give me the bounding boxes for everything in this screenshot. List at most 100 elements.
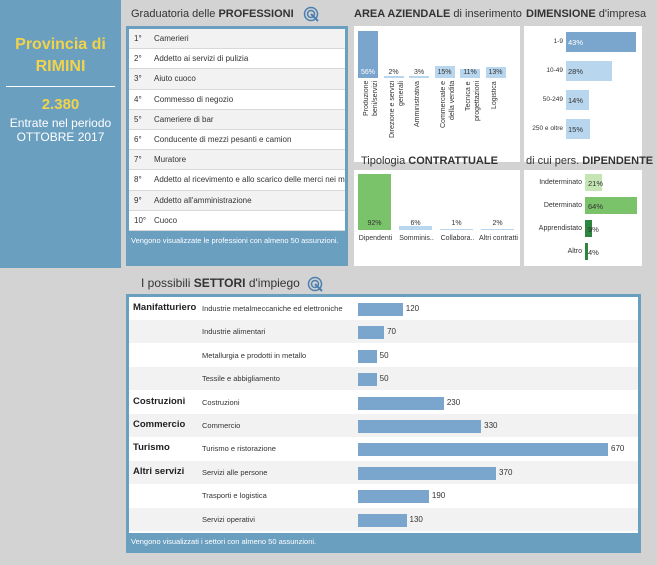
contract-title-prefix: Tipologia	[361, 155, 409, 167]
employee-bar-label: Indeterminato	[539, 179, 582, 186]
sectors-title-bold: SETTORI	[193, 276, 246, 291]
employee-title-prefix: di cui pers.	[526, 155, 583, 167]
sector-label: Industrie metalmeccaniche ed elettronich…	[202, 304, 343, 313]
profession-row[interactable]: 7° Muratore	[129, 150, 345, 171]
dimension-bar-value: 14%	[568, 96, 584, 105]
contract-bar[interactable]	[481, 228, 514, 230]
sector-row[interactable]: Manifatturiero Industrie metalmeccaniche …	[129, 297, 638, 320]
dimension-bar-label: 1-9	[553, 38, 563, 45]
sector-bar[interactable]	[358, 303, 403, 316]
employee-bar-label: Apprendistato	[538, 225, 582, 232]
sector-bar[interactable]	[358, 373, 377, 387]
area-bar-value: 13%	[488, 69, 503, 76]
profession-rank: 5°	[134, 114, 142, 124]
sector-bar[interactable]	[358, 513, 407, 527]
province-label: Provincia di	[15, 36, 106, 53]
sector-bar[interactable]	[358, 420, 482, 433]
sector-value: 130	[409, 514, 423, 524]
employee-chart: Indeterminato 21% Determinato 64% Apprendist…	[524, 170, 642, 266]
profession-row[interactable]: 2° Addetto ai servizi di pulizia	[129, 49, 345, 70]
profession-row[interactable]: 1° Camerieri	[129, 29, 345, 50]
area-title-rest: di inserimento	[450, 8, 522, 20]
contract-bar[interactable]	[399, 226, 432, 230]
area-bar[interactable]	[460, 68, 480, 78]
profession-label: Cameriere di bar	[154, 114, 214, 124]
employee-bar-label: Altro	[567, 248, 582, 255]
dimension-bar[interactable]	[566, 119, 591, 139]
sector-label: Tessile e abbigliamento	[202, 374, 280, 384]
sector-row[interactable]: Tessile e abbigliamento 50	[129, 367, 638, 391]
dimension-bar-value: 15%	[568, 125, 584, 134]
profession-row[interactable]: 6° Conducente di mezzi pesanti e camion	[129, 130, 345, 151]
sector-row[interactable]: Industrie alimentari 70	[129, 320, 638, 344]
sector-row[interactable]: Costruzioni Costruzioni 230	[129, 391, 638, 414]
target-click-icon[interactable]	[303, 6, 319, 22]
area-bar[interactable]	[485, 67, 506, 78]
dimension-bar[interactable]	[566, 61, 612, 81]
sector-bar[interactable]	[358, 490, 429, 504]
sectors-title: I possibili SETTORI d'impiego	[141, 276, 323, 292]
profession-row[interactable]: 8° Addetto al ricevimento e allo scarico …	[129, 170, 345, 191]
sector-value: 120	[405, 304, 420, 313]
sector-bar[interactable]	[358, 349, 377, 363]
employee-bar-value: 4%	[588, 248, 599, 257]
professions-note: Vengono visualizzate le professioni con …	[131, 236, 339, 245]
sector-value: 190	[431, 491, 446, 501]
total-hires: 2.380	[41, 96, 80, 113]
sector-row[interactable]: Trasporti e logistica 190	[129, 484, 638, 507]
profession-rank: 7°	[134, 155, 142, 165]
sector-label: Servizi operativi	[202, 514, 255, 524]
target-click-icon[interactable]	[307, 276, 323, 292]
profession-row[interactable]: 10° Cuoco	[129, 211, 345, 231]
employee-bar-value: 64%	[588, 202, 604, 211]
area-chart: 56% Produzione beni/servizi 2% Direzione e …	[354, 26, 520, 162]
employee-bar[interactable]	[585, 174, 603, 191]
employee-bar[interactable]	[585, 220, 593, 237]
sector-value: 50	[379, 350, 389, 360]
employee-bar[interactable]	[585, 243, 589, 260]
sector-row[interactable]: Servizi operativi 130	[129, 507, 638, 531]
profession-label: Addetto al ricevimento e allo scarico de…	[154, 175, 345, 185]
sector-label: Metallurgia e prodotti in metallo	[202, 350, 307, 360]
sector-bar[interactable]	[358, 466, 497, 480]
dimension-bar[interactable]	[566, 90, 589, 110]
sector-row[interactable]: Altri servizi Servizi alle persone 370	[129, 460, 638, 484]
sector-bar[interactable]	[358, 443, 608, 457]
sector-bar[interactable]	[358, 396, 444, 410]
sector-label: Commercio	[202, 421, 241, 430]
profession-row[interactable]: 5° Cameriere di bar	[129, 109, 345, 130]
contract-bar[interactable]	[358, 174, 391, 230]
area-bar-value: 15%	[437, 69, 452, 76]
dimension-bar-value: 43%	[568, 38, 584, 47]
sectors-note: Vengono visualizzati i settori con almen…	[131, 537, 317, 546]
area-bar-label: Logistica	[490, 81, 498, 109]
contract-bar[interactable]	[440, 229, 473, 230]
divider	[6, 86, 115, 87]
sector-value: 50	[379, 374, 389, 384]
area-bar[interactable]	[409, 75, 429, 78]
profession-label: Aiuto cuoco	[154, 74, 196, 84]
sector-group-label: Manifatturiero	[133, 302, 197, 313]
contract-bar-value: 6%	[410, 220, 421, 227]
dimension-bar[interactable]	[566, 32, 636, 52]
dimension-chart: 1-9 43% 10-49 28% 50-249 14% 250 e oltre 15%	[524, 26, 642, 162]
employee-bar-label: Determinato	[543, 202, 582, 209]
sector-bar[interactable]	[358, 326, 385, 340]
profession-row[interactable]: 4° Commesso di negozio	[129, 90, 345, 110]
area-bar-label: Tecnica e progettazioni	[465, 81, 481, 122]
profession-row[interactable]: 9° Addetto all'amministrazione	[129, 190, 345, 211]
sector-group-label: Turismo	[133, 442, 170, 454]
professions-panel: 1° Camerieri 2° Addetto ai servizi di puliz…	[126, 26, 348, 266]
sector-row[interactable]: Commercio Commercio 330	[129, 414, 638, 437]
sector-row[interactable]: Metallurgia e prodotti in metallo 50	[129, 344, 638, 367]
area-bar[interactable]	[383, 76, 404, 78]
contract-bar-label: Altri contratti	[479, 235, 518, 242]
sector-row[interactable]: Turismo Turismo e ristorazione 670	[129, 437, 638, 460]
area-bar[interactable]	[434, 65, 455, 78]
area-bar[interactable]	[358, 31, 378, 78]
employee-bar[interactable]	[585, 197, 637, 214]
contract-bar-label: Somminis..	[399, 235, 434, 242]
profession-row[interactable]: 3° Aiuto cuoco	[129, 69, 345, 90]
contract-bar-label: Collabora..	[440, 235, 475, 242]
profession-label: Commesso di negozio	[154, 94, 234, 104]
